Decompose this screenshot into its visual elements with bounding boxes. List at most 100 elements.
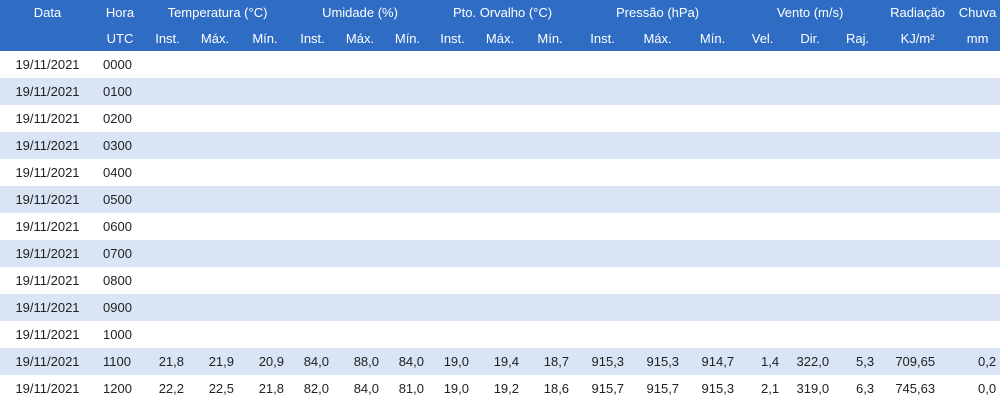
cell-orv-min: 18,6: [525, 375, 576, 402]
cell-orv-inst: [430, 105, 476, 132]
cell-orv-min: [525, 240, 576, 267]
subheader-vento-vel: Vel.: [740, 25, 786, 51]
cell-orv-max: [475, 240, 526, 267]
cell-orv-inst: [430, 159, 476, 186]
cell-orv-max: 19,2: [475, 375, 526, 402]
table-row: 19/11/2021 0600: [0, 213, 1000, 240]
cell-umid-min: [385, 132, 431, 159]
cell-pres-max: 915,7: [630, 375, 686, 402]
cell-chuva-unit: [955, 240, 1000, 267]
table-row: 19/11/2021 0200: [0, 105, 1000, 132]
subheader-pres-inst: Inst.: [575, 25, 631, 51]
cell-orv-max: [475, 132, 526, 159]
cell-hour-utc: 0000: [95, 51, 145, 78]
cell-umid-min: [385, 321, 431, 348]
cell-radiacao-unit: 745,63: [880, 375, 956, 402]
cell-orv-min: [525, 267, 576, 294]
cell-umid-min: [385, 267, 431, 294]
cell-radiacao-unit: [880, 132, 956, 159]
cell-temp-inst: [145, 294, 190, 321]
cell-orv-inst: [430, 240, 476, 267]
cell-pres-max: [630, 294, 686, 321]
cell-umid-min: [385, 159, 431, 186]
cell-orv-max: [475, 321, 526, 348]
cell-vento-dir: [785, 105, 836, 132]
cell-umid-max: [335, 213, 385, 240]
cell-pres-max: 915,3: [630, 348, 686, 375]
cell-umid-inst: [290, 267, 335, 294]
cell-orv-inst: [430, 294, 476, 321]
cell-date: 19/11/2021: [0, 186, 95, 213]
cell-hour-utc: 0500: [95, 186, 145, 213]
cell-pres-min: [685, 159, 741, 186]
cell-vento-raj: [835, 186, 881, 213]
cell-temp-inst: [145, 159, 190, 186]
table-body: 19/11/2021 0000 19/11/2021 0100 19/11/2021 02…: [0, 51, 1000, 402]
cell-umid-max: [335, 267, 385, 294]
cell-radiacao-unit: [880, 294, 956, 321]
subheader-orv-inst: Inst.: [430, 25, 476, 51]
cell-chuva-unit: 0,0: [955, 375, 1000, 402]
cell-orv-min: [525, 51, 576, 78]
cell-umid-max: 84,0: [335, 375, 385, 402]
cell-pres-min: [685, 78, 741, 105]
cell-temp-min: [240, 240, 290, 267]
table-row: 19/11/2021 1000: [0, 321, 1000, 348]
cell-temp-min: [240, 294, 290, 321]
cell-orv-max: 19,4: [475, 348, 526, 375]
cell-orv-max: [475, 159, 526, 186]
table-row: 19/11/2021 0100: [0, 78, 1000, 105]
table-row: 19/11/2021 1200 22,2 22,5 21,8 82,0 84,0 81,0 19…: [0, 375, 1000, 402]
header-hora: Hora: [95, 0, 145, 25]
cell-pres-min: [685, 321, 741, 348]
cell-umid-inst: [290, 213, 335, 240]
cell-pres-inst: [575, 78, 631, 105]
table-row: 19/11/2021 0900: [0, 294, 1000, 321]
cell-pres-max: [630, 105, 686, 132]
cell-pres-inst: [575, 240, 631, 267]
cell-umid-min: [385, 213, 431, 240]
cell-vento-raj: [835, 132, 881, 159]
cell-vento-dir: [785, 186, 836, 213]
cell-orv-inst: [430, 213, 476, 240]
cell-chuva-unit: [955, 321, 1000, 348]
cell-vento-vel: [740, 267, 786, 294]
cell-vento-raj: [835, 267, 881, 294]
cell-umid-min: 84,0: [385, 348, 431, 375]
cell-temp-max: [190, 132, 240, 159]
cell-temp-max: [190, 51, 240, 78]
cell-temp-min: [240, 132, 290, 159]
cell-umid-inst: [290, 186, 335, 213]
cell-pres-inst: [575, 213, 631, 240]
cell-temp-inst: [145, 321, 190, 348]
table-row: 19/11/2021 0000: [0, 51, 1000, 78]
cell-pres-inst: [575, 132, 631, 159]
cell-umid-max: [335, 321, 385, 348]
cell-chuva-unit: [955, 105, 1000, 132]
header-pto-orvalho: Pto. Orvalho (°C): [430, 0, 576, 25]
cell-hour-utc: 0200: [95, 105, 145, 132]
cell-temp-inst: [145, 240, 190, 267]
cell-date: 19/11/2021: [0, 294, 95, 321]
table-row: 19/11/2021 0800: [0, 267, 1000, 294]
header-sub-row: UTC Inst. Máx. Mín. Inst. Máx. Mín. Inst. Máx. Mí…: [0, 25, 1000, 51]
cell-date: 19/11/2021: [0, 132, 95, 159]
cell-vento-dir: [785, 159, 836, 186]
cell-temp-max: [190, 186, 240, 213]
cell-vento-dir: [785, 78, 836, 105]
cell-radiacao-unit: [880, 78, 956, 105]
cell-temp-min: [240, 267, 290, 294]
cell-date: 19/11/2021: [0, 105, 95, 132]
cell-vento-raj: [835, 213, 881, 240]
cell-temp-min: [240, 51, 290, 78]
cell-vento-vel: [740, 132, 786, 159]
subheader-vento-dir: Dir.: [785, 25, 836, 51]
cell-vento-raj: [835, 159, 881, 186]
subheader-chuva-unit: mm: [955, 25, 1000, 51]
cell-umid-inst: [290, 132, 335, 159]
cell-chuva-unit: [955, 159, 1000, 186]
cell-pres-max: [630, 78, 686, 105]
table-row: 19/11/2021 0500: [0, 186, 1000, 213]
cell-pres-min: [685, 51, 741, 78]
cell-orv-min: [525, 159, 576, 186]
